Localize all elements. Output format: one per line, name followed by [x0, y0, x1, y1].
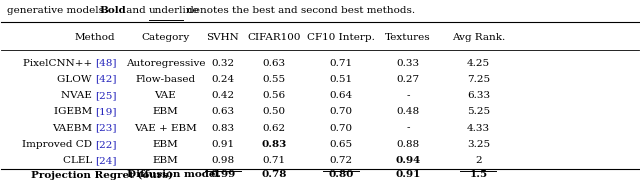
Text: 0.94: 0.94	[396, 156, 420, 165]
Text: 0.50: 0.50	[262, 107, 285, 116]
Text: -: -	[406, 124, 410, 132]
Text: EBM: EBM	[152, 140, 179, 149]
Text: 0.55: 0.55	[262, 75, 285, 84]
Text: SVHN: SVHN	[207, 33, 239, 42]
Text: NVAE: NVAE	[61, 91, 95, 100]
Text: 5.25: 5.25	[467, 107, 490, 116]
Text: VAE + EBM: VAE + EBM	[134, 124, 197, 132]
Text: 6.33: 6.33	[467, 91, 490, 100]
Text: 0.71: 0.71	[330, 58, 353, 68]
Text: Bold: Bold	[100, 6, 127, 15]
Text: VAE: VAE	[155, 91, 177, 100]
Text: 0.83: 0.83	[261, 140, 287, 149]
Text: Flow-based: Flow-based	[136, 75, 195, 84]
Text: [19]: [19]	[95, 107, 116, 116]
Text: Projection Regret (ours): Projection Regret (ours)	[31, 170, 173, 180]
Text: 2: 2	[475, 156, 482, 165]
Text: 0.51: 0.51	[330, 75, 353, 84]
Text: 7.25: 7.25	[467, 75, 490, 84]
Text: -: -	[406, 91, 410, 100]
Text: 1.5: 1.5	[469, 171, 488, 179]
Text: PixelCNN++: PixelCNN++	[22, 58, 95, 68]
Text: 0.72: 0.72	[330, 156, 353, 165]
Text: Diffusion model: Diffusion model	[127, 171, 220, 179]
Text: 0.33: 0.33	[397, 58, 420, 68]
Text: 0.71: 0.71	[262, 156, 285, 165]
Text: Avg Rank.: Avg Rank.	[452, 33, 505, 42]
Text: 0.24: 0.24	[211, 75, 234, 84]
Text: and: and	[124, 6, 149, 15]
Text: 0.63: 0.63	[262, 58, 285, 68]
Text: [25]: [25]	[95, 91, 116, 100]
Text: Method: Method	[75, 33, 116, 42]
Text: 0.63: 0.63	[211, 107, 234, 116]
Text: 0.62: 0.62	[262, 124, 285, 132]
Text: 0.70: 0.70	[330, 124, 353, 132]
Text: Category: Category	[141, 33, 189, 42]
Text: 0.80: 0.80	[328, 171, 354, 179]
Text: Improved CD: Improved CD	[22, 140, 95, 149]
Text: [48]: [48]	[95, 58, 116, 68]
Text: EBM: EBM	[152, 156, 179, 165]
Text: 0.91: 0.91	[211, 140, 234, 149]
Text: CIFAR100: CIFAR100	[247, 33, 301, 42]
Text: [22]: [22]	[95, 140, 116, 149]
Text: Textures: Textures	[385, 33, 431, 42]
Text: 0.27: 0.27	[397, 75, 420, 84]
Text: 0.56: 0.56	[262, 91, 285, 100]
Text: 0.48: 0.48	[397, 107, 420, 116]
Text: generative models.: generative models.	[7, 6, 111, 15]
Text: 0.64: 0.64	[330, 91, 353, 100]
Text: 0.91: 0.91	[396, 171, 421, 179]
Text: underline: underline	[149, 6, 200, 15]
Text: [23]: [23]	[95, 124, 116, 132]
Text: 4.33: 4.33	[467, 124, 490, 132]
Text: denotes the best and second best methods.: denotes the best and second best methods…	[184, 6, 415, 15]
Text: 0.32: 0.32	[211, 58, 234, 68]
Text: 0.83: 0.83	[211, 124, 234, 132]
Text: VAEBM: VAEBM	[52, 124, 95, 132]
Text: [42]: [42]	[95, 75, 116, 84]
Text: CF10 Interp.: CF10 Interp.	[307, 33, 375, 42]
Text: 0.42: 0.42	[211, 91, 234, 100]
Text: IGEBM: IGEBM	[54, 107, 95, 116]
Text: GLOW: GLOW	[58, 75, 95, 84]
Text: 0.99: 0.99	[211, 171, 236, 179]
Text: 0.98: 0.98	[211, 156, 234, 165]
Text: CLEL: CLEL	[63, 156, 95, 165]
Text: 0.88: 0.88	[397, 140, 420, 149]
Text: 0.65: 0.65	[330, 140, 353, 149]
Text: 4.25: 4.25	[467, 58, 490, 68]
Text: [24]: [24]	[95, 156, 116, 165]
Text: 0.70: 0.70	[330, 107, 353, 116]
Text: Autoregressive: Autoregressive	[125, 58, 205, 68]
Text: 3.25: 3.25	[467, 140, 490, 149]
Text: EBM: EBM	[152, 107, 179, 116]
Text: 0.78: 0.78	[261, 171, 287, 179]
